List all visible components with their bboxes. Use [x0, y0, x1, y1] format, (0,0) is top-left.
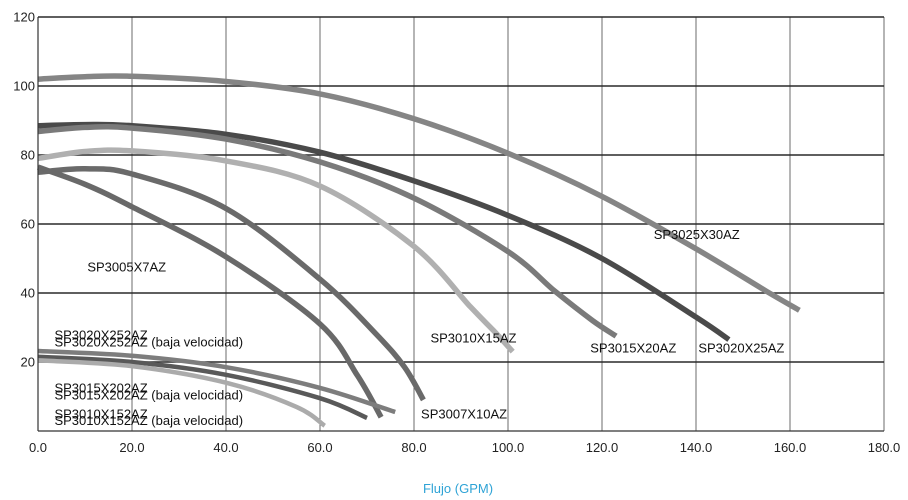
series-line-sp3010x15az	[37, 147, 515, 354]
x-axis-label: Flujo (GPM)	[423, 481, 493, 496]
x-tick-label: 0.0	[29, 440, 47, 455]
y-tick-label: 120	[13, 10, 35, 25]
x-tick-label: 140.0	[680, 440, 713, 455]
series-line-sp3015x202az	[37, 354, 368, 420]
x-tick-label: 80.0	[401, 440, 426, 455]
y-tick-label: 100	[13, 79, 35, 94]
series-label: SP3010X152AZ (baja velocidad)	[54, 413, 243, 428]
series-label: SP3005X7AZ	[87, 260, 166, 275]
series-lines	[37, 73, 801, 428]
series-label: SP3010X15AZ	[430, 330, 516, 345]
series-line-sp3020x252az	[37, 348, 396, 415]
axes	[37, 17, 884, 432]
series-label: SP3025X30AZ	[654, 227, 740, 242]
series-label: SP3015X202AZ	[54, 380, 147, 395]
y-tick-label: 80	[21, 148, 35, 163]
x-tick-label: 40.0	[213, 440, 238, 455]
y-tick-labels: 20 40 60 80 100 120	[13, 10, 35, 370]
series-label: SP3007X10AZ	[421, 406, 507, 421]
series-label: SP3020X252AZ	[54, 328, 147, 343]
series-labels: SP3025X30AZ SP3005X7AZ SP3010X15AZ SP3015X2…	[54, 227, 784, 428]
y-tick-label: 60	[21, 217, 35, 232]
series-line-sp3010x152az	[37, 358, 327, 428]
y-tick-label: 40	[21, 286, 35, 301]
grid-lines	[38, 16, 885, 431]
series-label: SP3015X202AZ (baja velocidad)	[54, 387, 243, 402]
x-tick-label: 60.0	[307, 440, 332, 455]
series-line-sp3025x30az	[37, 73, 801, 313]
series-label: SP3020X25AZ	[698, 341, 784, 356]
x-tick-label: 20.0	[119, 440, 144, 455]
series-label: SP3015X20AZ	[590, 341, 676, 356]
series-line-sp3015x20az	[37, 124, 618, 339]
y-tick-label: 20	[21, 355, 35, 370]
series-line-sp3020x25az	[37, 121, 731, 342]
series-label: SP3020X252AZ (baja velocidad)	[54, 334, 243, 349]
x-tick-label: 160.0	[774, 440, 807, 455]
series-line-sp3005x7az	[37, 164, 384, 419]
x-tick-labels: 0.0 20.0 40.0 60.0 80.0 100.0 120.0 140.0 160.0 1…	[29, 440, 900, 455]
series-line-sp3007x10az	[37, 166, 426, 402]
x-tick-label: 120.0	[586, 440, 619, 455]
x-tick-label: 100.0	[492, 440, 525, 455]
series-label: SP3010X152AZ	[54, 406, 147, 421]
x-tick-label: 180.0	[868, 440, 901, 455]
